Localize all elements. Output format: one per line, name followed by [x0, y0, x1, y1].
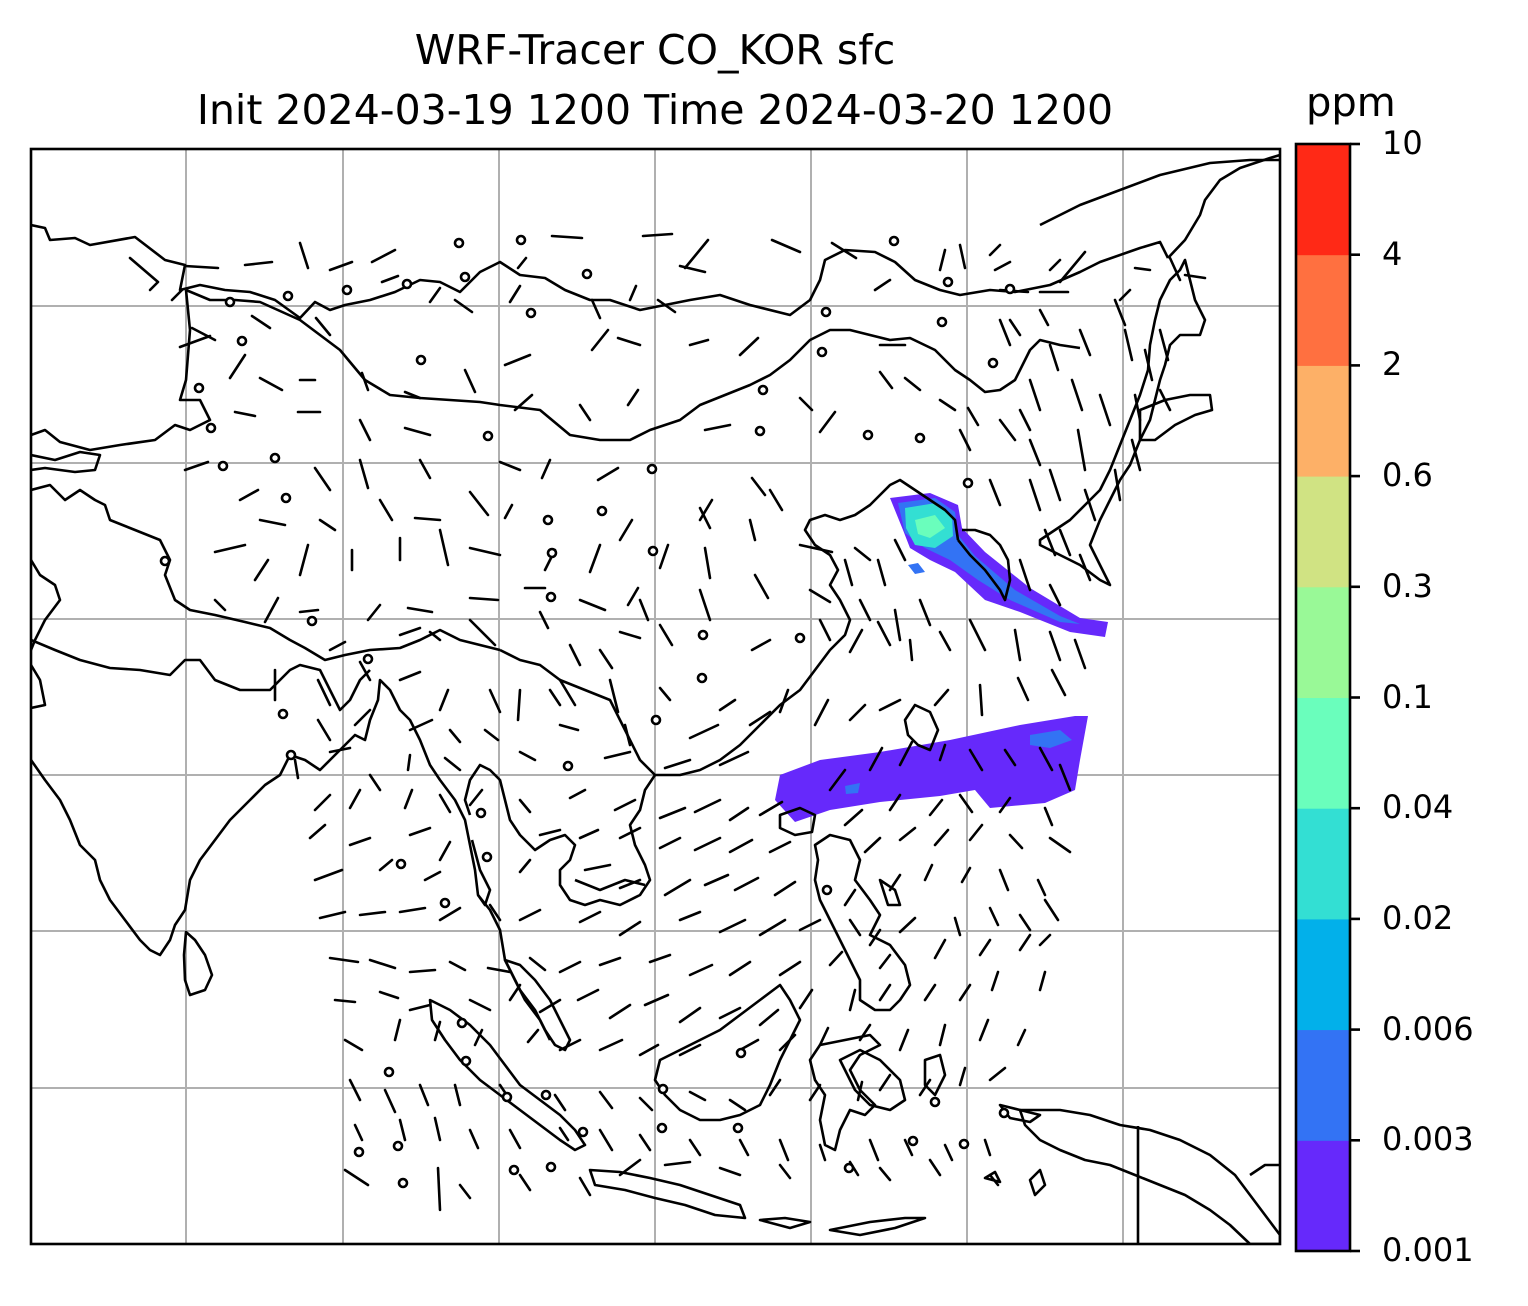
tracer-plume-north — [890, 493, 1108, 637]
colorbar-unit: ppm — [1306, 80, 1396, 126]
colorbar-band — [1296, 697, 1350, 809]
colorbar-band — [1296, 476, 1350, 588]
colorbar-band — [1296, 586, 1350, 698]
colorbar-band — [1296, 1140, 1350, 1252]
colorbar-band — [1296, 254, 1350, 366]
colorbar-tick-label: 0.04 — [1382, 788, 1454, 827]
wind-barbs — [128, 232, 1207, 1212]
colorbar-tick-label: 2 — [1382, 345, 1403, 384]
map-title-line1: WRF-Tracer CO_KOR sfc — [414, 26, 896, 74]
tracer-plume-south — [775, 716, 1088, 822]
calm-markers — [159, 234, 1016, 1189]
colorbar-tick-label: 4 — [1382, 234, 1403, 273]
colorbar-band — [1296, 918, 1350, 1031]
map-title-line2: Init 2024-03-19 1200 Time 2024-03-20 120… — [196, 86, 1114, 134]
coastlines — [31, 153, 1280, 1244]
colorbar — [1294, 142, 1360, 1253]
colorbar-band — [1296, 1029, 1350, 1141]
colorbar-band — [1296, 365, 1350, 477]
map-frame — [29, 147, 1282, 1246]
colorbar-tick-label: 0.3 — [1382, 566, 1433, 605]
colorbar-tick-label: 0.6 — [1382, 456, 1433, 495]
colorbar-tick-label: 0.003 — [1382, 1120, 1474, 1159]
colorbar-band — [1296, 808, 1350, 920]
colorbar-tick-label: 0.1 — [1382, 677, 1433, 716]
colorbar-tick-label: 0.02 — [1382, 898, 1454, 937]
colorbar-tick-label: 10 — [1382, 124, 1423, 162]
colorbar-tick-label: 0.001 — [1382, 1231, 1474, 1269]
colorbar-band — [1296, 144, 1350, 256]
colorbar-tick-label: 0.006 — [1382, 1009, 1474, 1048]
